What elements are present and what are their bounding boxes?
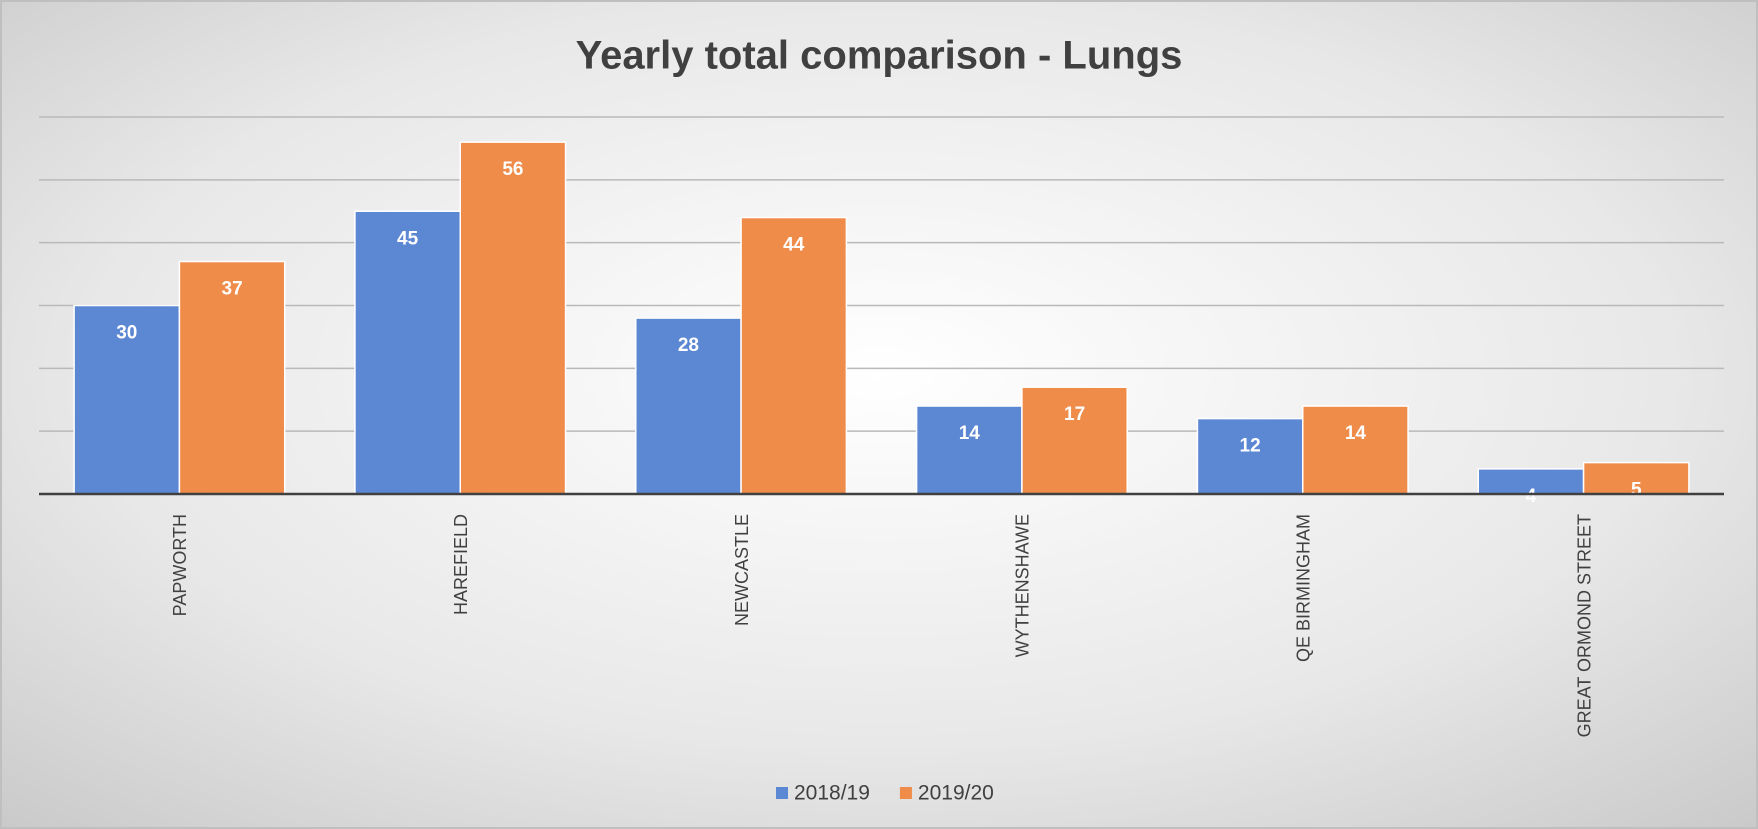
data-label: 5 <box>1631 480 1642 501</box>
bar <box>354 210 461 495</box>
x-tick-label: WYTHENSHAWE <box>1013 514 1033 657</box>
data-label: 14 <box>959 423 981 444</box>
data-label: 56 <box>502 159 523 180</box>
legend-swatch <box>899 787 912 799</box>
bar <box>1196 417 1304 495</box>
data-label: 44 <box>783 235 805 256</box>
legend-label: 2018/19 <box>794 782 870 805</box>
x-tick-label: QE BIRMINGHAM <box>1294 514 1314 662</box>
x-tick-label: HAREFIELD <box>451 514 471 615</box>
bar <box>1302 405 1409 495</box>
legend-swatch <box>776 787 788 799</box>
data-label: 28 <box>678 335 699 356</box>
data-label: 17 <box>1064 404 1085 425</box>
bar <box>635 317 742 495</box>
data-label: 37 <box>222 279 243 300</box>
bar <box>915 405 1023 495</box>
bar <box>1021 386 1128 495</box>
bar <box>459 141 567 495</box>
x-tick-label: GREAT ORMOND STREET <box>1574 514 1594 737</box>
chart-title: Yearly total comparison - Lungs <box>576 34 1183 78</box>
data-label: 45 <box>397 228 419 249</box>
x-tick-label: PAPWORTH <box>170 514 190 616</box>
bar <box>740 216 848 495</box>
data-label: 30 <box>116 323 137 344</box>
data-label: 12 <box>1240 436 1261 457</box>
x-tick-label: NEWCASTLE <box>732 514 752 626</box>
data-label: 14 <box>1345 423 1367 444</box>
bar <box>1582 461 1690 495</box>
bar <box>73 304 181 495</box>
bar <box>178 260 286 495</box>
data-label: 4 <box>1526 486 1537 507</box>
legend-label: 2019/20 <box>918 782 994 805</box>
